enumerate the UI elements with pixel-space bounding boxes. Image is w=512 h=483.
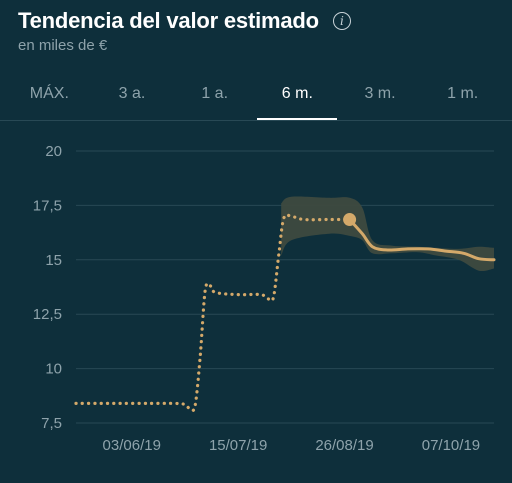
tab-max[interactable]: MÁX. bbox=[29, 85, 69, 102]
current-value-marker bbox=[343, 213, 357, 227]
tab-1-month[interactable]: 1 m. bbox=[447, 85, 479, 102]
x-tick-label: 03/06/19 bbox=[103, 437, 161, 454]
value-trend-chart: 20 17,5 15 12,5 10 7,5 03/06/19 15/07/19 26/08/1… bbox=[33, 143, 496, 454]
x-tick-label: 07/10/19 bbox=[422, 437, 480, 454]
estimated-value-line bbox=[348, 218, 496, 262]
x-tick-label: 26/08/19 bbox=[315, 437, 373, 454]
tab-1-year[interactable]: 1 a. bbox=[201, 85, 229, 102]
tab-6-months[interactable]: 6 m. bbox=[256, 74, 339, 120]
tab-3-months[interactable]: 3 m. bbox=[364, 85, 396, 102]
y-tick-label: 12,5 bbox=[33, 306, 62, 323]
y-tick-label: 7,5 bbox=[41, 415, 62, 432]
y-tick-label: 10 bbox=[45, 361, 62, 378]
y-tick-label: 20 bbox=[45, 143, 62, 160]
x-tick-label: 15/07/19 bbox=[209, 437, 267, 454]
tab-3-years[interactable]: 3 a. bbox=[118, 85, 146, 102]
page-title: Tendencia del valor estimado bbox=[18, 8, 319, 33]
header: Tendencia del valor estimado i en miles … bbox=[18, 8, 494, 54]
time-range-tabs: MÁX. 3 a. 1 a. 6 m. 3 m. 1 m. bbox=[0, 74, 512, 120]
page-subtitle: en miles de € bbox=[18, 37, 108, 54]
confidence-band bbox=[281, 196, 494, 272]
title-row: Tendencia del valor estimado i bbox=[18, 8, 494, 34]
info-icon[interactable]: i bbox=[332, 12, 351, 30]
tab-divider bbox=[0, 120, 512, 121]
y-tick-label: 15 bbox=[45, 252, 62, 269]
historical-value-line bbox=[74, 213, 352, 413]
y-tick-label: 17,5 bbox=[33, 197, 62, 214]
